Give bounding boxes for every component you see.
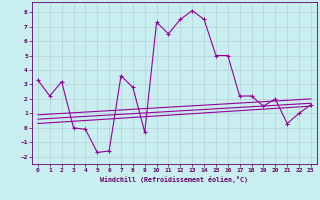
X-axis label: Windchill (Refroidissement éolien,°C): Windchill (Refroidissement éolien,°C) — [100, 176, 248, 183]
